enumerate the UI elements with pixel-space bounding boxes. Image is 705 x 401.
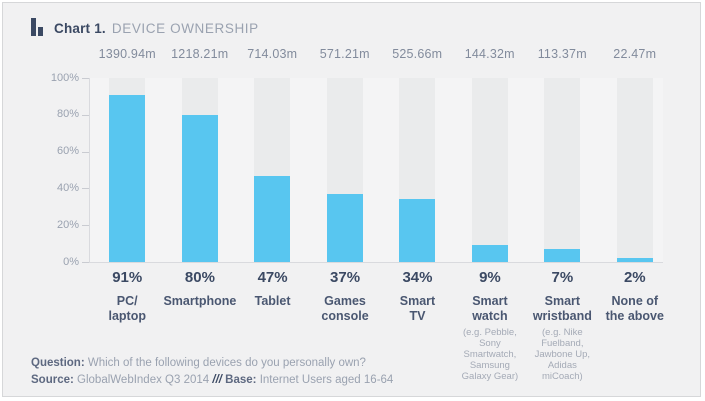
audience-values-row: 1390.94m 1218.21m 714.03m 571.21m 525.66m 144… [91,47,671,61]
category-label: Tablet [254,294,291,308]
y-axis-tick-label: 60% [56,145,79,158]
category-label: Smartphone [163,294,237,308]
y-axis-tick-label: 20% [56,218,79,231]
y-axis-tick-mark [82,114,89,116]
percent-label: 9% [479,269,501,286]
category-note: (e.g. Nike Fuelband, Jawbone Up, Adidas … [534,327,591,382]
category-label: PC/ laptop [108,294,146,323]
source-label: Source: [31,374,74,386]
percent-label: 37% [330,269,361,286]
category-label-group: 47% Tablet [236,269,308,382]
percent-label: 80% [184,269,215,286]
chart-footnote: Question: Which of the following devices… [31,355,393,389]
chart-card: Chart 1. DEVICE OWNERSHIP 1390.94m 1218.2… [2,2,701,397]
chart-number: Chart 1. [54,21,106,36]
category-label-group: 34% Smart TV [381,269,453,382]
y-axis-tick-mark [82,151,89,153]
bar [471,245,508,262]
percent-label: 47% [257,269,288,286]
plot-area: 100% 80% 60% 40% 20% 0% [3,72,705,268]
bar [109,94,146,262]
bar-column [309,78,382,262]
bar-track [544,78,581,262]
bar [181,114,218,262]
bar-chart-icon [31,18,44,36]
bar [544,249,581,262]
bar-column [526,78,599,262]
category-label: Smart wristband [532,294,592,323]
y-axis-line [89,78,90,262]
bar [616,258,653,262]
y-axis-tick-mark [82,262,89,263]
question-line: Question: Which of the following devices… [31,355,393,372]
percent-label: 7% [551,269,574,286]
percent-label: 34% [402,269,433,286]
audience-value-label: 113.37m [537,47,587,61]
audience-value-label: 714.03m [247,47,298,61]
y-axis-tick-label: 100% [50,71,79,84]
chart-header: Chart 1. DEVICE OWNERSHIP [31,16,259,36]
bar-track [471,78,508,262]
y-axis-tick-mark [82,188,89,190]
y-axis-tick-mark [82,78,89,79]
category-labels-row: 91% PC/ laptop 80% Smartphone 47% Tablet 37% Ga… [91,269,671,382]
bar-column [381,78,454,262]
audience-value-label: 144.32m [464,47,515,61]
y-axis-tick-label: 0% [63,255,79,268]
audience-value-label: 1390.94m [98,47,156,61]
base-label: Base: [225,374,257,386]
x-axis-line [89,262,663,263]
category-note: (e.g. Pebble, Sony Smartwatch, Samsung G… [461,327,519,382]
category-label: None of the above [605,294,664,323]
bar-columns [91,78,671,262]
source-text: GlobalWebIndex Q3 2014 [77,374,210,386]
bar-column [91,78,164,262]
question-label: Question: [31,357,85,369]
bar-column [599,78,672,262]
category-label-group: 7% Smart wristband (e.g. Nike Fuelband, Ja… [526,269,598,382]
page-title: DEVICE OWNERSHIP [111,21,259,36]
y-axis-tick-label: 40% [56,181,79,194]
separator-slashes: /// [212,374,222,386]
bar-column [236,78,309,262]
category-label-group: 91% PC/ laptop [91,269,163,382]
y-axis-tick-label: 80% [56,108,79,121]
bar [254,175,291,262]
category-label: Smart watch [472,294,508,323]
y-axis-tick-mark [82,225,89,227]
question-text: Which of the following devices do you pe… [87,357,366,369]
category-label-group: 9% Smart watch (e.g. Pebble, Sony Smartwat… [454,269,526,382]
bar-column [164,78,237,262]
category-label: Smart TV [399,294,436,323]
bar [326,193,363,262]
category-label: Games console [321,294,369,323]
category-label-group: 80% Smartphone [163,269,236,382]
source-line: Source: GlobalWebIndex Q3 2014 /// Base:… [31,372,393,389]
base-text: Internet Users aged 16-64 [259,374,394,386]
category-label-group: 2% None of the above [599,269,671,382]
percent-label: 2% [623,269,646,286]
audience-value-label: 525.66m [392,47,443,61]
bar-track [616,78,653,262]
audience-value-label: 571.21m [319,47,370,61]
bar [399,199,436,262]
audience-value-label: 22.47m [613,47,657,61]
audience-value-label: 1218.21m [171,47,229,61]
bar-column [454,78,527,262]
category-label-group: 37% Games console [309,269,381,382]
percent-label: 91% [112,269,143,286]
